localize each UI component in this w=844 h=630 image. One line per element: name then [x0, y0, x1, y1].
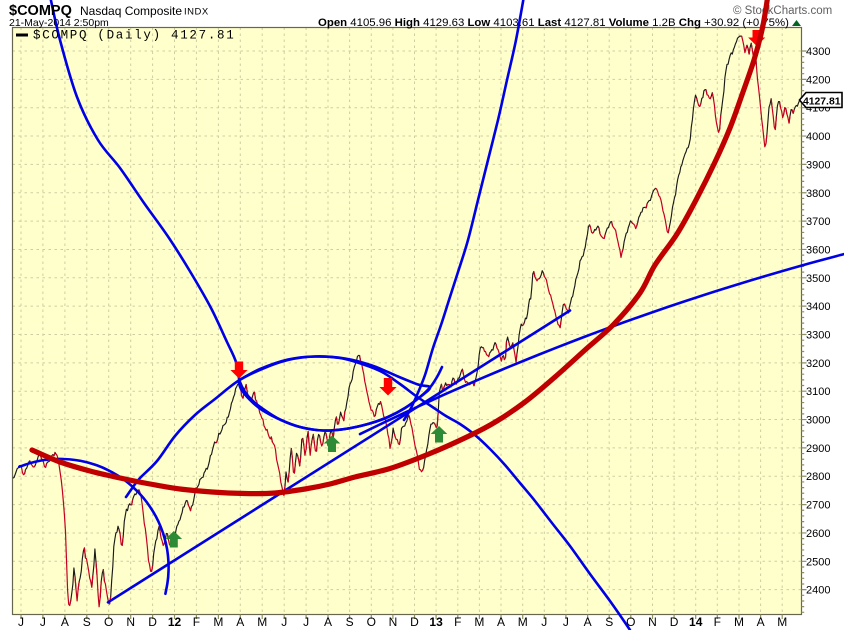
svg-text:Nasdaq Composite: Nasdaq Composite	[80, 4, 182, 18]
svg-text:D: D	[148, 615, 157, 629]
svg-text:4200: 4200	[806, 74, 830, 86]
svg-text:F: F	[454, 615, 461, 629]
svg-text:M: M	[213, 615, 223, 629]
svg-text:M: M	[734, 615, 744, 629]
svg-text:M: M	[777, 615, 787, 629]
svg-text:© StockCharts.com: © StockCharts.com	[733, 5, 832, 17]
svg-text:O: O	[626, 615, 635, 629]
svg-text:2400: 2400	[806, 585, 830, 597]
svg-text:A: A	[236, 615, 244, 629]
svg-text:4127.81: 4127.81	[803, 97, 841, 108]
svg-text:$COMPQ (Daily) 4127.81: $COMPQ (Daily) 4127.81	[33, 29, 235, 43]
svg-text:$COMPQ: $COMPQ	[9, 3, 72, 19]
svg-text:D: D	[670, 615, 679, 629]
svg-text:3600: 3600	[806, 245, 830, 257]
svg-text:A: A	[61, 615, 69, 629]
svg-text:A: A	[324, 615, 332, 629]
svg-text:F: F	[193, 615, 200, 629]
svg-text:3400: 3400	[806, 301, 830, 313]
svg-text:D: D	[410, 615, 419, 629]
svg-text:3700: 3700	[806, 216, 830, 228]
svg-text:J: J	[541, 615, 547, 629]
svg-text:A: A	[497, 615, 505, 629]
svg-text:3300: 3300	[806, 330, 830, 342]
svg-text:3800: 3800	[806, 188, 830, 200]
svg-text:3000: 3000	[806, 415, 830, 427]
svg-text:S: S	[83, 615, 91, 629]
svg-text:N: N	[648, 615, 657, 629]
svg-text:12: 12	[168, 615, 182, 629]
svg-text:3200: 3200	[806, 358, 830, 370]
svg-text:2500: 2500	[806, 556, 830, 568]
svg-text:14: 14	[689, 615, 703, 629]
svg-text:2600: 2600	[806, 528, 830, 540]
svg-text:J: J	[303, 615, 309, 629]
svg-text:O: O	[104, 615, 113, 629]
svg-text:N: N	[389, 615, 398, 629]
svg-text:13: 13	[429, 615, 443, 629]
svg-text:3100: 3100	[806, 386, 830, 398]
svg-text:J: J	[40, 615, 46, 629]
svg-text:INDX: INDX	[184, 7, 209, 18]
svg-text:J: J	[281, 615, 287, 629]
svg-text:J: J	[563, 615, 569, 629]
svg-text:M: M	[518, 615, 528, 629]
svg-text:3500: 3500	[806, 273, 830, 285]
svg-text:O: O	[367, 615, 376, 629]
svg-text:Open 4105.96 High 4129.63 Low: Open 4105.96 High 4129.63 Low 4103.61 La…	[318, 17, 789, 29]
svg-text:3900: 3900	[806, 159, 830, 171]
svg-text:A: A	[757, 615, 765, 629]
svg-text:N: N	[126, 615, 135, 629]
svg-text:F: F	[714, 615, 721, 629]
svg-text:4300: 4300	[806, 46, 830, 58]
svg-text:J: J	[18, 615, 24, 629]
svg-text:2800: 2800	[806, 471, 830, 483]
svg-text:S: S	[346, 615, 354, 629]
svg-text:2700: 2700	[806, 500, 830, 512]
svg-text:A: A	[584, 615, 592, 629]
svg-text:M: M	[474, 615, 484, 629]
svg-text:M: M	[257, 615, 267, 629]
svg-text:21-May-2014 2:50pm: 21-May-2014 2:50pm	[9, 17, 109, 29]
svg-text:2900: 2900	[806, 443, 830, 455]
svg-text:S: S	[605, 615, 613, 629]
svg-text:4000: 4000	[806, 131, 830, 143]
